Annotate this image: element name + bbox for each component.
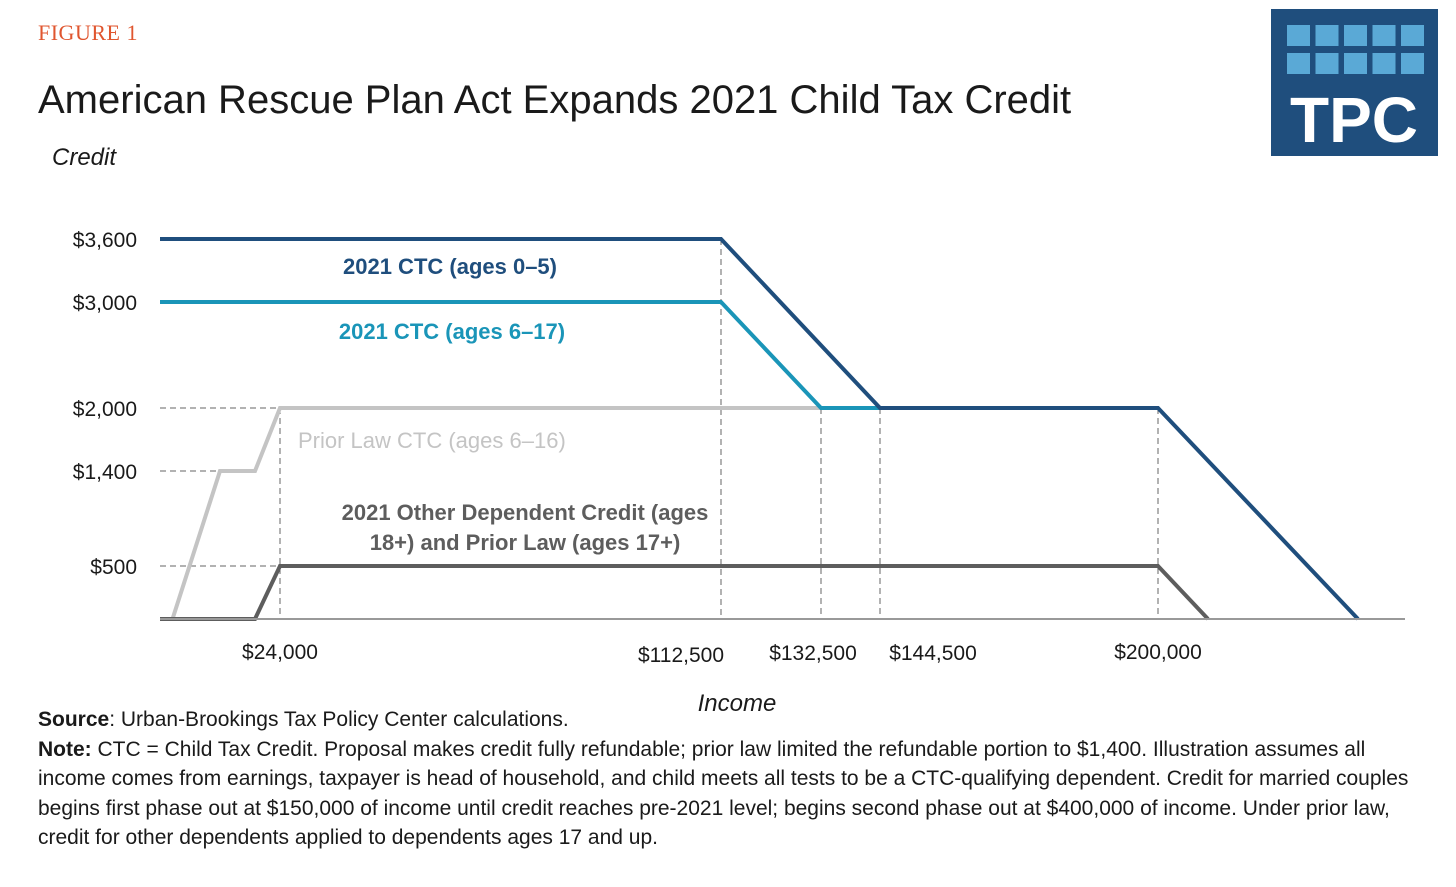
series-label-ctc-0-5: 2021 CTC (ages 0–5): [343, 254, 557, 279]
series-label-line: 18+) and Prior Law (ages 17+): [370, 530, 681, 555]
series-label-other-dependent: 2021 Other Dependent Credit (ages 18+) an…: [342, 500, 709, 555]
series-label-line: 2021 CTC (ages 6–17): [339, 319, 565, 344]
logo-tile: [1372, 53, 1396, 74]
note-label: Note:: [38, 737, 92, 761]
logo-tile: [1287, 25, 1310, 46]
x-tick-label: $112,500: [638, 644, 724, 667]
series-label-line: Prior Law CTC (ages 6–16): [298, 428, 566, 453]
series-line-ctc-6-17: [160, 300, 880, 410]
figure-label: FIGURE 1: [38, 20, 138, 45]
y-axis-label: Credit: [52, 144, 117, 171]
line-chart: 2021 CTC (ages 0–5) 2021 CTC (ages 6–17) P…: [73, 229, 1405, 717]
logo-tile: [1401, 53, 1424, 74]
series-line-prior-law: [170, 406, 880, 620]
y-tick-labels: $3,600 $3,000 $2,000 $1,400 $500: [73, 229, 137, 579]
logo-text: TPC: [1290, 84, 1418, 156]
x-tick-label: $132,500: [769, 642, 857, 665]
y-tick-label: $500: [90, 556, 137, 579]
logo-tile: [1315, 25, 1339, 46]
x-tick-labels: $24,000 $112,500 $132,500 $144,500 $200,000: [242, 641, 1202, 667]
logo-tiles: [1287, 25, 1424, 74]
series-labels: 2021 CTC (ages 0–5) 2021 CTC (ages 6–17) P…: [298, 254, 708, 555]
x-tick-label: $200,000: [1114, 641, 1202, 664]
series-line-other-dependent: [160, 564, 1210, 621]
logo-tile: [1287, 53, 1310, 74]
note-text: CTC = Child Tax Credit. Proposal makes c…: [38, 737, 1409, 850]
source-label: Source: [38, 708, 110, 731]
y-tick-label: $3,000: [73, 292, 137, 315]
logo-tile: [1344, 25, 1367, 46]
reference-lines: [160, 239, 1159, 619]
logo-tile: [1315, 53, 1339, 74]
source-line: Source: Urban-Brookings Tax Policy Cente…: [38, 705, 1418, 735]
x-axis-label: Income: [698, 690, 777, 717]
series-line-ctc-0-5: [160, 237, 1360, 621]
y-tick-label: $2,000: [73, 398, 137, 421]
x-tick-label: $144,500: [889, 642, 977, 665]
footer-notes: Source: Urban-Brookings Tax Policy Cente…: [38, 705, 1418, 853]
note-line: Note: CTC = Child Tax Credit. Proposal m…: [38, 735, 1418, 853]
logo-tile: [1401, 25, 1424, 46]
logo-tile: [1344, 53, 1367, 74]
series-label-ctc-6-17: 2021 CTC (ages 6–17): [339, 319, 565, 344]
chart-title: American Rescue Plan Act Expands 2021 Ch…: [38, 78, 1072, 122]
series-label-line: 2021 Other Dependent Credit (ages: [342, 500, 709, 525]
y-tick-label: $1,400: [73, 461, 137, 484]
series-label-prior-law: Prior Law CTC (ages 6–16): [298, 428, 566, 453]
tpc-logo: TPC: [1271, 9, 1438, 156]
logo-tile: [1372, 25, 1396, 46]
y-tick-label: $3,600: [73, 229, 137, 252]
series-label-line: 2021 CTC (ages 0–5): [343, 254, 557, 279]
source-text: : Urban-Brookings Tax Policy Center calc…: [109, 708, 569, 731]
x-tick-label: $24,000: [242, 641, 318, 664]
